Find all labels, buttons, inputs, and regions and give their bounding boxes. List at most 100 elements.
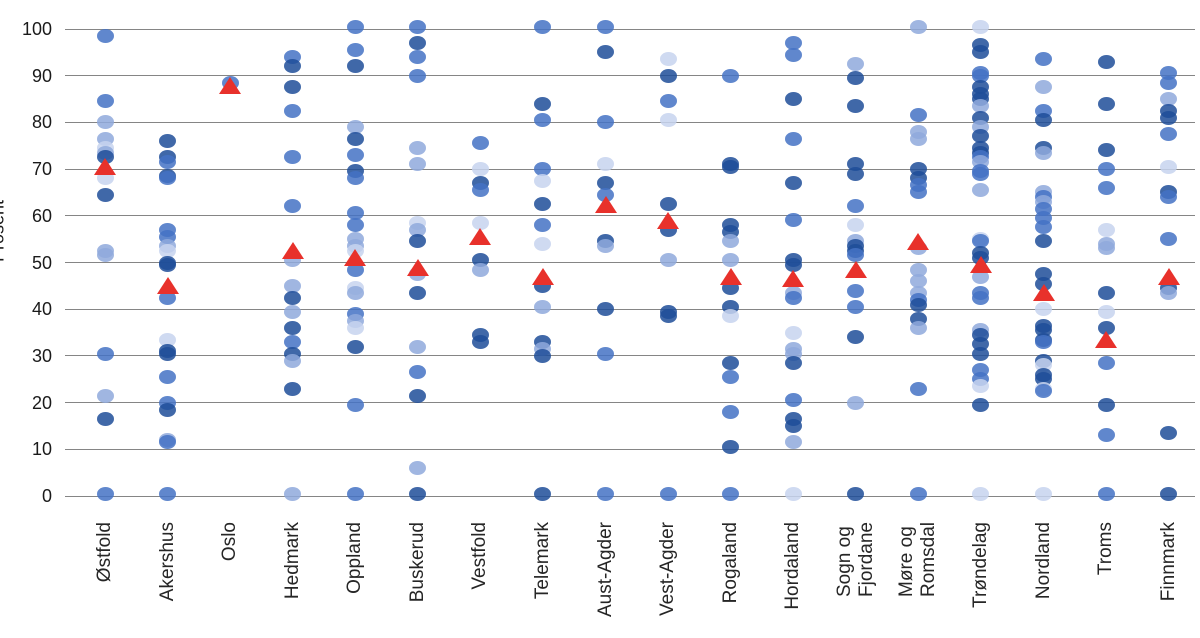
plot-area [65, 19, 1195, 501]
data-dot-troms [1097, 355, 1115, 370]
data-dot-nordland [1035, 334, 1053, 349]
data-dot-hedmark [284, 304, 302, 319]
data-dot-ostfold [96, 411, 114, 426]
data-dot-troms [1097, 241, 1115, 256]
data-dot-telemark [534, 96, 552, 111]
data-dot-hedmark [284, 59, 302, 74]
data-dot-rogaland [722, 355, 740, 370]
data-dot-aust-agder [597, 19, 615, 34]
data-dot-telemark [534, 299, 552, 314]
mean-triangle-akershus [156, 277, 179, 295]
data-dot-vestfold [471, 334, 489, 349]
data-dot-oppland [346, 218, 364, 233]
x-axis-label-trondelag: Trøndelag [969, 522, 991, 608]
data-dot-aust-agder [597, 45, 615, 60]
data-dot-more-og-romsdal [909, 297, 927, 312]
data-dot-trondelag [972, 45, 990, 60]
x-axis-label-troms: Troms [1095, 522, 1117, 576]
data-dot-ostfold [96, 248, 114, 263]
data-dot-hordaland [784, 486, 802, 501]
gridline-70 [65, 168, 1195, 170]
x-axis-label-rogaland: Rogaland [719, 522, 741, 604]
x-axis-label-sogn-og-fjordane: Sogn og Fjordane [833, 522, 877, 597]
data-dot-aust-agder [597, 486, 615, 501]
data-dot-sogn-og-fjordane [847, 199, 865, 214]
data-dot-hordaland [784, 325, 802, 340]
mean-triangle-oppland [344, 249, 367, 267]
data-dot-troms [1097, 304, 1115, 319]
data-dot-nordland [1035, 302, 1053, 317]
data-dot-sogn-og-fjordane [847, 218, 865, 233]
y-tick-label-30: 30 [31, 345, 52, 366]
data-dot-sogn-og-fjordane [847, 166, 865, 181]
data-dot-akershus [159, 171, 177, 186]
gridline-90 [65, 75, 1195, 77]
data-dot-finnmark [1160, 425, 1178, 440]
data-dot-troms [1097, 222, 1115, 237]
x-axis-label-oslo: Oslo [219, 522, 241, 562]
data-dot-nordland [1035, 113, 1053, 128]
data-dot-hedmark [284, 320, 302, 335]
data-dot-sogn-og-fjordane [847, 330, 865, 345]
data-dot-telemark [534, 19, 552, 34]
x-axis-label-ostfold: Østfold [94, 522, 115, 583]
mean-triangle-hordaland [782, 270, 805, 288]
data-dot-trondelag [972, 486, 990, 501]
data-dot-hordaland [784, 36, 802, 50]
data-dot-sogn-og-fjordane [847, 57, 865, 72]
data-dot-trondelag [972, 346, 990, 361]
data-dot-aust-agder [597, 176, 615, 191]
data-dot-sogn-og-fjordane [847, 395, 865, 410]
data-dot-akershus [159, 435, 177, 450]
gridline-80 [65, 121, 1195, 123]
data-dot-trondelag [972, 379, 990, 394]
data-dot-more-og-romsdal [909, 131, 927, 146]
data-dot-troms [1097, 285, 1115, 300]
data-dot-buskerud [409, 285, 427, 300]
data-dot-akershus [159, 257, 177, 272]
data-dot-vestfold [471, 183, 489, 198]
data-dot-vest-agder [659, 197, 677, 212]
data-dot-oppland [346, 339, 364, 354]
x-axis-label-oppland: Oppland [344, 522, 366, 594]
data-dot-oppland [346, 285, 364, 300]
y-tick-label-70: 70 [31, 159, 52, 180]
data-dot-hordaland [784, 47, 802, 62]
data-dot-buskerud [409, 339, 427, 354]
data-dot-hordaland [784, 176, 802, 191]
data-dot-rogaland [722, 253, 740, 268]
data-dot-hedmark [284, 353, 302, 368]
data-dot-troms [1097, 486, 1115, 501]
data-dot-rogaland [722, 369, 740, 384]
data-dot-akershus [159, 346, 177, 361]
data-dot-oppland [346, 320, 364, 335]
data-dot-finnmark [1160, 232, 1178, 247]
data-dot-buskerud [409, 365, 427, 380]
x-axis-label-more-og-romsdal: Møre og Romsdal [896, 522, 940, 597]
data-dot-sogn-og-fjordane [847, 486, 865, 501]
data-dot-oppland [346, 148, 364, 163]
data-dot-akershus [159, 332, 177, 347]
data-dot-hordaland [784, 213, 802, 228]
data-dot-more-og-romsdal [909, 185, 927, 200]
gridline-0 [65, 495, 1195, 497]
data-dot-more-og-romsdal [909, 381, 927, 396]
data-dot-sogn-og-fjordane [847, 99, 865, 114]
data-dot-sogn-og-fjordane [847, 71, 865, 86]
data-dot-telemark [534, 236, 552, 251]
data-dot-more-og-romsdal [909, 19, 927, 34]
data-dot-hedmark [284, 150, 302, 165]
data-dot-rogaland [722, 234, 740, 249]
data-dot-buskerud [409, 222, 427, 237]
data-dot-buskerud [409, 157, 427, 172]
data-dot-telemark [534, 218, 552, 233]
data-dot-hordaland [784, 131, 802, 146]
data-dot-troms [1097, 143, 1115, 158]
data-dot-aust-agder [597, 346, 615, 361]
data-dot-rogaland [722, 68, 740, 83]
data-dot-buskerud [409, 486, 427, 501]
data-dot-hordaland [784, 418, 802, 433]
x-axis-label-hordaland: Hordaland [782, 522, 804, 610]
x-axis-label-akershus: Akershus [156, 522, 178, 602]
data-dot-vestfold [471, 215, 489, 230]
